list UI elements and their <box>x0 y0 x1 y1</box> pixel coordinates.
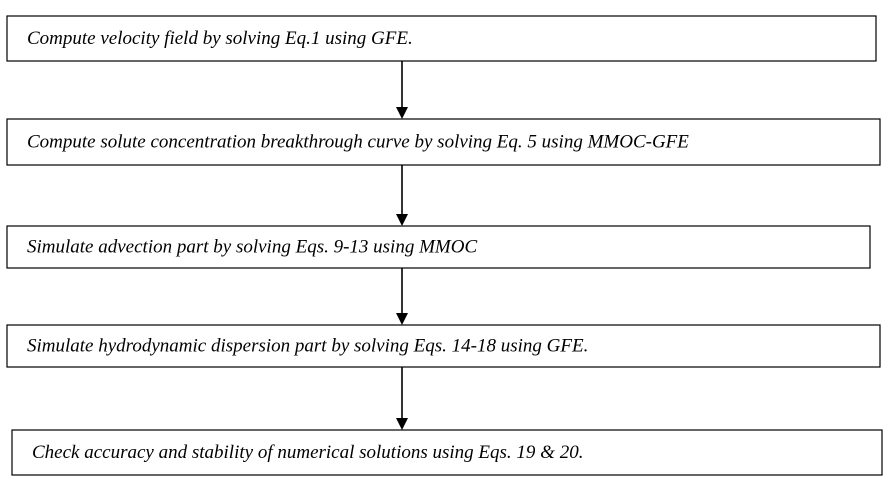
step-box <box>6 324 881 368</box>
step-label: Simulate hydrodynamic dispersion part by… <box>27 335 588 356</box>
step-label: Check accuracy and stability of numerica… <box>32 442 583 463</box>
step-label: Simulate advection part by solving Eqs. … <box>27 236 477 257</box>
step-box <box>6 118 881 166</box>
step-box <box>11 429 883 476</box>
arrow-head <box>396 418 408 430</box>
arrow-head <box>396 313 408 325</box>
step-box <box>6 225 871 269</box>
arrow-head <box>396 107 408 119</box>
step-box <box>6 15 877 62</box>
arrow-head <box>396 214 408 226</box>
step-label: Compute velocity field by solving Eq.1 u… <box>27 28 413 49</box>
step-label: Compute solute concentration breakthroug… <box>27 131 689 152</box>
